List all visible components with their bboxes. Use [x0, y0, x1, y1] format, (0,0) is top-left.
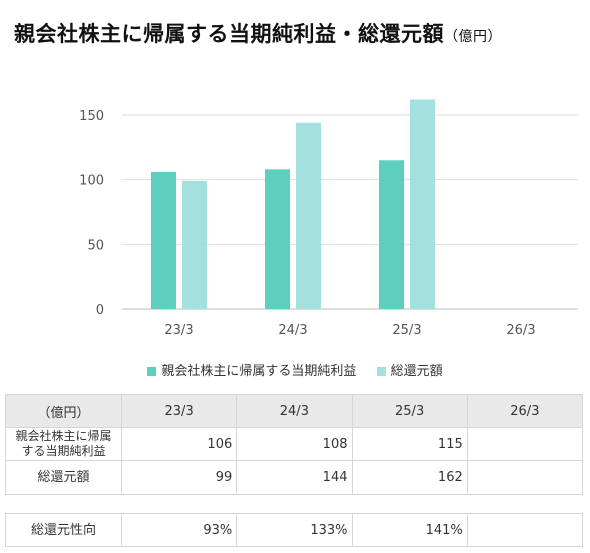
row-label-line2: する当期純利益 [21, 444, 106, 458]
table-cell: 162 [351, 460, 468, 495]
legend-label-total-return: 総還元額 [390, 364, 443, 379]
bar-net-income [265, 169, 290, 309]
y-tick-label: 50 [87, 238, 104, 253]
legend-swatch-net-income [147, 367, 157, 376]
table-header-25-3: 25/3 [351, 394, 468, 428]
legend-item-total-return: 総還元額 [376, 360, 443, 379]
bar-net-income [151, 171, 176, 309]
row-label-line1: 親会社株主に帰属 [15, 429, 112, 443]
table-cell: 93% [120, 513, 238, 547]
table-header-row: （億円） 23/3 24/3 25/3 26/3 [5, 394, 584, 428]
bar-total-return [296, 122, 321, 309]
bar-net-income [379, 160, 404, 309]
bar-total-return [182, 180, 207, 309]
chart-title-unit: （億円） [444, 29, 502, 45]
table-header-26-3: 26/3 [466, 394, 584, 428]
y-tick-label: 100 [79, 174, 104, 189]
table-cell: 141% [351, 513, 468, 547]
chart-title: 親会社株主に帰属する当期純利益・総還元額（億円） [14, 18, 502, 48]
table-cell: 108 [236, 427, 353, 461]
table-corner-unit: （億円） [5, 394, 122, 428]
table-cell: 115 [351, 427, 468, 461]
y-tick-label: 0 [96, 303, 104, 318]
legend-item-net-income: 親会社株主に帰属する当期純利益 [147, 360, 356, 379]
legend-label-net-income: 親会社株主に帰属する当期純利益 [161, 364, 357, 379]
legend: 親会社株主に帰属する当期純利益 総還元額 [0, 360, 590, 379]
table-row-total-return: 総還元額 99 144 162 [5, 460, 584, 495]
table-row-net-income: 親会社株主に帰属 する当期純利益 106 108 115 [5, 427, 584, 461]
table-cell [466, 460, 584, 495]
y-tick-label: 150 [79, 109, 104, 124]
row-label-net-income: 親会社株主に帰属 する当期純利益 [5, 427, 122, 461]
table-cell: 106 [120, 427, 238, 461]
bar-total-return [410, 99, 435, 309]
x-tick-label: 26/3 [506, 323, 535, 338]
legend-swatch-total-return [376, 367, 386, 376]
data-table: （億円） 23/3 24/3 25/3 26/3 親会社株主に帰属 する当期純利益… [5, 394, 584, 495]
table-cell: 133% [236, 513, 353, 547]
x-tick-label: 24/3 [278, 323, 307, 338]
x-tick-label: 25/3 [392, 323, 421, 338]
table-header-24-3: 24/3 [236, 394, 353, 428]
ratio-table: 総還元性向 93% 133% 141% [5, 513, 584, 547]
chart-title-text: 親会社株主に帰属する当期純利益・総還元額 [14, 21, 444, 46]
table-cell [466, 513, 584, 547]
row-label-payout-ratio: 総還元性向 [5, 513, 122, 547]
table-cell [466, 427, 584, 461]
x-tick-label: 23/3 [164, 323, 193, 338]
table-row-payout-ratio: 総還元性向 93% 133% 141% [5, 513, 584, 547]
row-label-total-return: 総還元額 [5, 460, 122, 495]
table-header-23-3: 23/3 [120, 394, 238, 428]
bar-chart: 0 50 100 150 23/3 24/3 25/3 26/3 [79, 99, 578, 338]
table-cell: 144 [236, 460, 353, 495]
table-cell: 99 [120, 460, 238, 495]
